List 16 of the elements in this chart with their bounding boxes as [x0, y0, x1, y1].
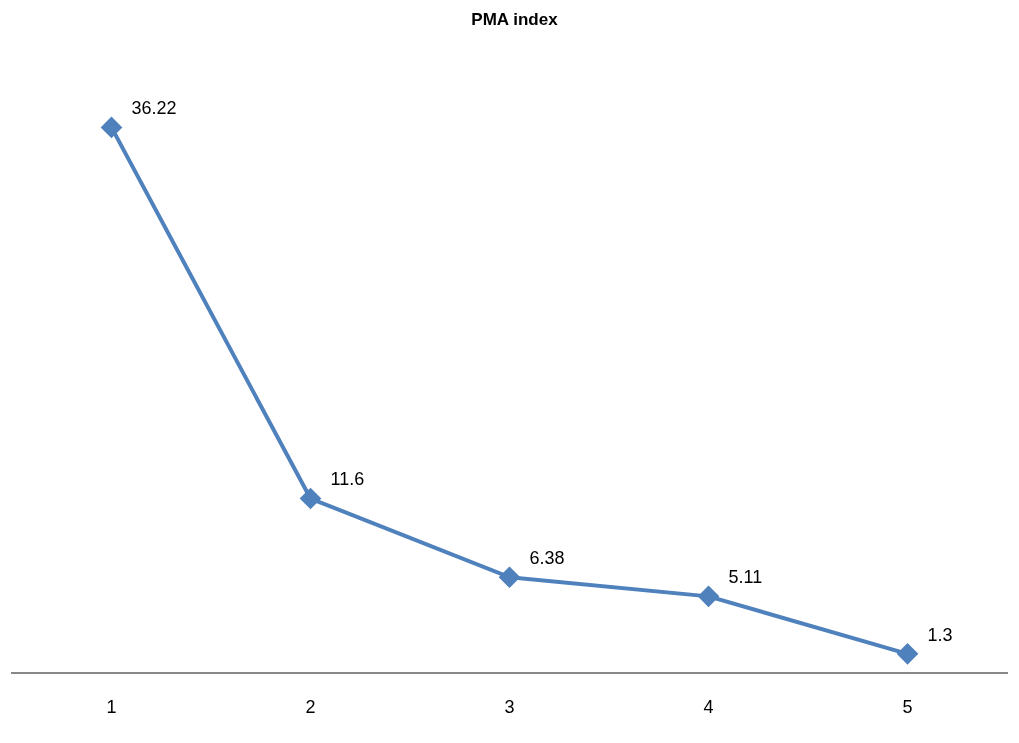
data-label: 5.11: [728, 567, 763, 588]
point: [300, 488, 321, 509]
point: [698, 586, 719, 607]
point: [101, 117, 122, 138]
data-label: 6.38: [529, 548, 565, 569]
data-label: 1.3: [927, 624, 953, 645]
x-tick-label: 1: [106, 697, 117, 718]
point: [897, 643, 918, 664]
data-label: 36.22: [131, 98, 177, 119]
x-tick-label: 3: [504, 697, 515, 718]
data-label: 11.6: [330, 469, 365, 490]
point: [499, 567, 520, 588]
x-tick-label: 4: [703, 697, 714, 718]
chart-title: PMA index: [471, 9, 559, 29]
x-tick-label: 2: [305, 697, 316, 718]
x-tick-label: 5: [902, 697, 913, 718]
